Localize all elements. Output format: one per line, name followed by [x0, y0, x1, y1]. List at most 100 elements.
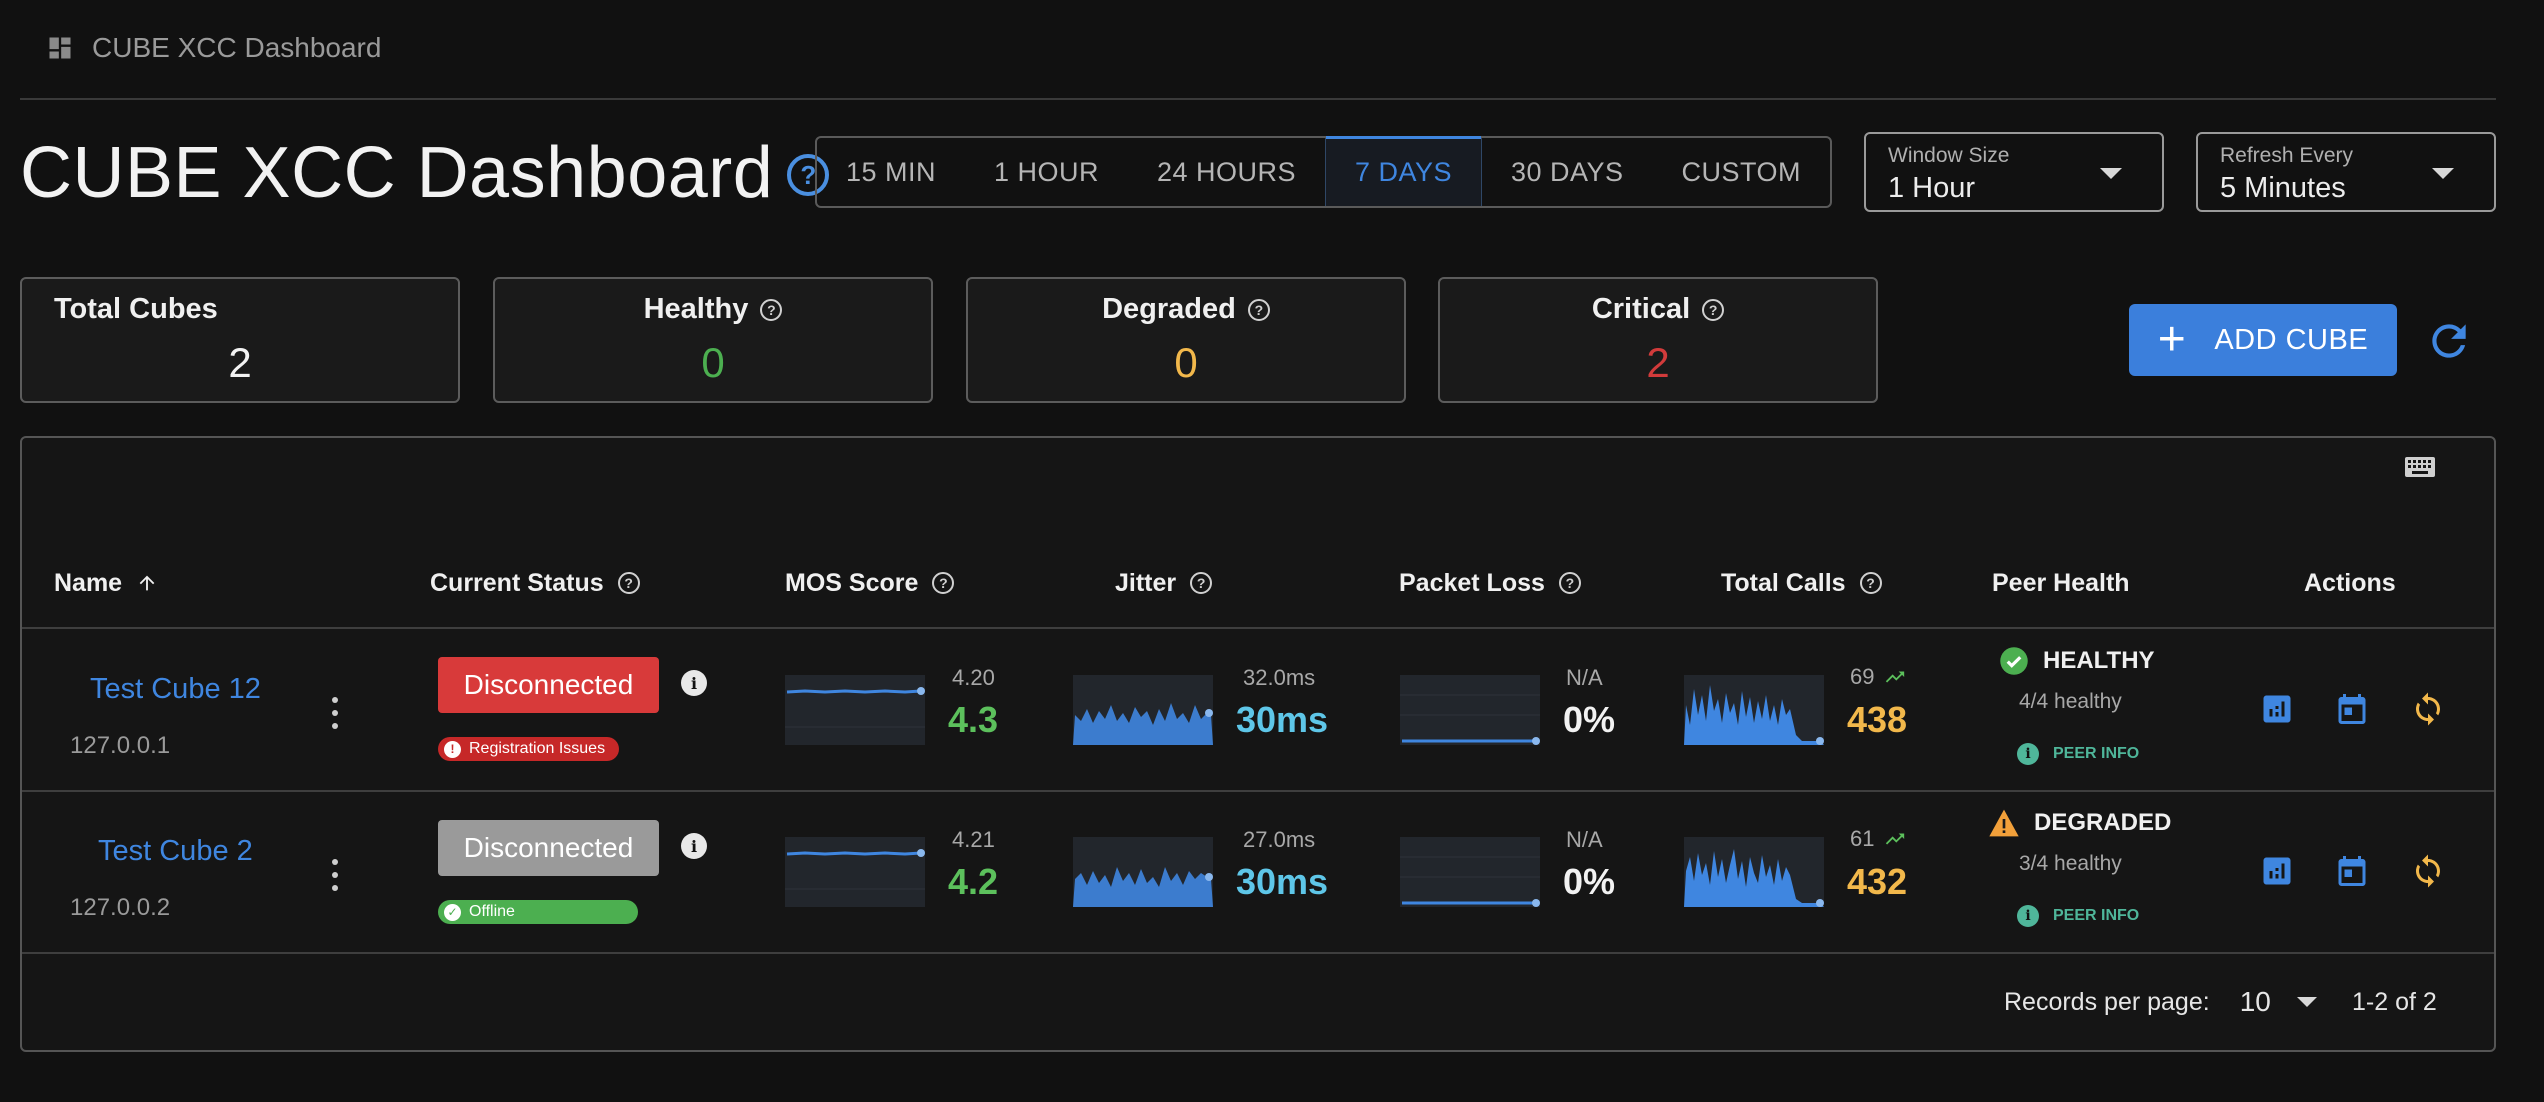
column-header-total-calls[interactable]: Total Calls?	[1721, 566, 1882, 600]
stat-card-healthy: Healthy? 0	[493, 277, 933, 403]
warning-icon	[1989, 809, 2019, 837]
packet-loss-sparkline	[1400, 675, 1540, 745]
trending-up-icon	[1886, 833, 1905, 845]
records-per-page-select[interactable]: 10	[2239, 986, 2271, 1017]
breadcrumb-label[interactable]: CUBE XCC Dashboard	[92, 32, 382, 63]
stat-card-total: Total Cubes 2	[20, 277, 460, 403]
info-icon[interactable]: i	[681, 833, 707, 859]
pagination-range: 1-2 of 2	[2352, 988, 2437, 1016]
table-row: Test Cube 12 127.0.0.1 Disconnected i ! …	[0, 629, 2544, 790]
info-icon[interactable]: i	[681, 670, 707, 696]
column-header-jitter[interactable]: Jitter?	[1115, 566, 1213, 600]
total-calls-previous-value: 69	[1850, 664, 1875, 689]
range-15-min[interactable]: 15 MIN	[845, 156, 937, 187]
keyboard-icon[interactable]	[2404, 456, 2436, 478]
sync-icon[interactable]	[2410, 853, 2446, 889]
stat-critical-value: 2	[1646, 339, 1670, 386]
plus-icon: +	[2157, 313, 2187, 366]
status-badge: Disconnected	[438, 657, 659, 713]
info-icon: i	[2017, 905, 2039, 927]
row-divider	[22, 790, 2494, 792]
add-cube-label: ADD CUBE	[2214, 323, 2369, 356]
dashboard-icon	[49, 37, 71, 59]
sync-icon[interactable]	[2410, 691, 2446, 727]
help-icon[interactable]: ?	[1247, 298, 1270, 321]
cube-name-link[interactable]: Test Cube 12	[90, 673, 261, 705]
cube-ip: 127.0.0.1	[70, 732, 171, 759]
chevron-down-icon[interactable]	[2296, 997, 2317, 1007]
analytics-icon[interactable]	[2259, 691, 2295, 727]
range-7-days[interactable]: 7 DAYS	[1325, 136, 1483, 206]
column-header-actions: Actions	[2304, 566, 2396, 600]
status-badge: Disconnected	[438, 820, 659, 876]
column-header-mos[interactable]: MOS Score?	[785, 566, 955, 600]
mos-previous: 4.20	[952, 665, 995, 690]
cube-name-link[interactable]: Test Cube 2	[98, 835, 253, 867]
trending-up-icon	[1886, 671, 1905, 683]
help-icon[interactable]: ?	[617, 572, 640, 594]
help-icon[interactable]: ?	[760, 298, 783, 321]
total-calls-previous-value: 61	[1850, 826, 1875, 851]
stat-card-critical: Critical? 2	[1438, 277, 1878, 403]
header-divider	[22, 627, 2494, 629]
window-size-select[interactable]: Window Size 1 Hour	[1864, 132, 2164, 212]
packet-loss-sparkline	[1400, 837, 1540, 907]
help-icon[interactable]: ?	[932, 572, 955, 594]
peer-info-label: PEER INFO	[2053, 907, 2140, 924]
refresh-every-value: 5 Minutes	[2220, 172, 2346, 204]
time-range-selector: 15 MIN 1 HOUR 24 HOURS 7 DAYS 30 DAYS CU…	[815, 136, 1832, 208]
help-icon[interactable]: ?	[1702, 298, 1725, 321]
range-1-hour[interactable]: 1 HOUR	[993, 156, 1099, 187]
refresh-every-select[interactable]: Refresh Every 5 Minutes	[2196, 132, 2496, 212]
cubes-table	[20, 436, 2496, 1052]
stat-card-degraded: Degraded? 0	[966, 277, 1406, 403]
info-icon: i	[2017, 743, 2039, 765]
help-icon[interactable]: ?	[1859, 572, 1882, 594]
breadcrumb: CUBE XCC Dashboard	[46, 32, 381, 64]
peer-info-link[interactable]: i PEER INFO	[2017, 743, 2139, 765]
column-total-calls-label: Total Calls	[1721, 568, 1846, 597]
range-30-days[interactable]: 30 DAYS	[1511, 156, 1624, 187]
peer-health-status-label: HEALTHY	[2043, 647, 2155, 674]
stat-healthy-value: 0	[701, 339, 725, 386]
peer-health-status-label: DEGRADED	[2034, 809, 2172, 836]
page-header: CUBE XCC Dashboard ?	[20, 128, 830, 218]
refresh-every-label: Refresh Every	[2220, 144, 2354, 167]
jitter-value: 30ms	[1236, 699, 1329, 740]
window-size-label: Window Size	[1888, 144, 2010, 167]
calendar-icon[interactable]	[2334, 853, 2370, 889]
page-title: CUBE XCC Dashboard	[20, 133, 774, 213]
total-calls-value: 438	[1847, 699, 1908, 740]
peer-info-link[interactable]: i PEER INFO	[2017, 905, 2139, 927]
more-vert-icon[interactable]	[331, 859, 339, 891]
chevron-down-icon	[2100, 168, 2122, 179]
help-icon[interactable]: ?	[787, 154, 830, 196]
column-name-label: Name	[54, 568, 123, 597]
calendar-icon[interactable]	[2334, 691, 2370, 727]
column-header-name[interactable]: Name	[54, 566, 158, 600]
arrow-up-icon	[139, 575, 155, 591]
analytics-icon[interactable]	[2259, 853, 2295, 889]
peer-health-status: HEALTHY	[1999, 646, 2155, 676]
more-vert-icon[interactable]	[331, 697, 339, 729]
jitter-previous: 32.0ms	[1243, 665, 1316, 690]
row-divider	[22, 952, 2494, 954]
column-header-status[interactable]: Current Status?	[430, 566, 640, 600]
help-icon[interactable]: ?	[1558, 572, 1581, 594]
add-cube-button[interactable]: + ADD CUBE	[2129, 304, 2397, 376]
range-custom[interactable]: CUSTOM	[1681, 156, 1802, 187]
peer-health-status: DEGRADED	[1988, 808, 2171, 838]
status-chip: ! Registration Issues	[438, 737, 620, 761]
chevron-down-icon	[2432, 168, 2454, 179]
records-per-page: Records per page: 10	[2004, 986, 2317, 1018]
mos-sparkline	[785, 837, 925, 907]
column-header-packet-loss[interactable]: Packet Loss?	[1399, 566, 1581, 600]
column-status-label: Current Status	[430, 568, 604, 597]
peer-info-label: PEER INFO	[2053, 745, 2140, 762]
range-24-hours[interactable]: 24 HOURS	[1156, 156, 1297, 187]
column-packet-loss-label: Packet Loss	[1399, 568, 1545, 597]
peer-health-summary: 3/4 healthy	[2019, 852, 2122, 875]
refresh-icon[interactable]	[2424, 316, 2474, 366]
help-icon[interactable]: ?	[1190, 572, 1213, 594]
window-size-value: 1 Hour	[1888, 172, 1976, 204]
